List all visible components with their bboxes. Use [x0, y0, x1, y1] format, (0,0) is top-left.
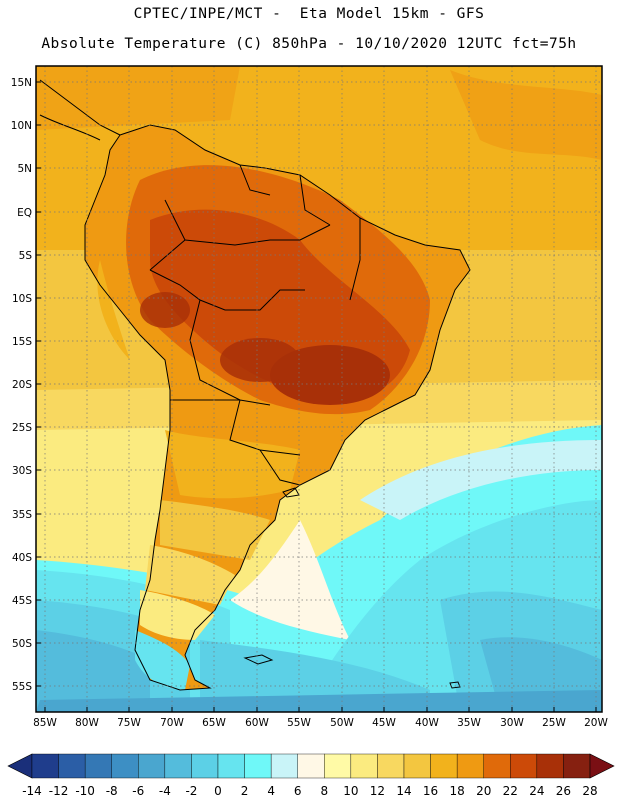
colorbar-cell: [58, 753, 86, 779]
lon-label: 65W: [202, 717, 226, 729]
colorbar-label: -14: [22, 784, 42, 798]
colorbar-label: -12: [49, 784, 69, 798]
lat-label: 5S: [19, 250, 33, 262]
lat-label: 30S: [12, 465, 32, 477]
lat-label: 20S: [12, 379, 32, 391]
lon-label: 55W: [287, 717, 311, 729]
colorbar-label: 28: [582, 784, 597, 798]
lon-label: 85W: [33, 717, 57, 729]
colorbar-cell: [456, 753, 484, 779]
lon-label: 35W: [457, 717, 481, 729]
colorbar-cell: [31, 753, 59, 779]
chart-title-line2: Absolute Temperature (C) 850hPa - 10/10/…: [41, 36, 577, 52]
lon-label: 60W: [245, 717, 269, 729]
colorbar-cell: [483, 753, 511, 779]
colorbar: -14 -12 -10 -8 -6 -4 -2 0 2 4 6 8 10 12 14 16 18 20 22 24 26…: [7, 753, 615, 798]
colorbar-label: 6: [294, 784, 302, 798]
colorbar-label: 2: [241, 784, 249, 798]
lat-label: EQ: [17, 207, 32, 219]
colorbar-label: 14: [396, 784, 411, 798]
colorbar-cell: [217, 753, 245, 779]
lat-label: 50S: [12, 638, 32, 650]
colorbar-label: 8: [320, 784, 328, 798]
lon-label: 30W: [500, 717, 524, 729]
colorbar-label: 10: [343, 784, 358, 798]
colorbar-over-triangle: [589, 753, 615, 779]
colorbar-label: -6: [132, 784, 144, 798]
colorbar-under-triangle: [7, 753, 33, 779]
map-frame: [35, 65, 603, 713]
lat-label: 15N: [11, 77, 32, 89]
colorbar-label: -8: [106, 784, 118, 798]
colorbar-label: 18: [450, 784, 465, 798]
axis-ticks: [36, 81, 597, 712]
colorbar-label: -2: [185, 784, 197, 798]
colorbar-label: 0: [214, 784, 222, 798]
latitude-labels: 15N 10N 5N EQ 5S 10S 15S 20S 25S 30S 35S…: [11, 77, 33, 693]
colorbar-cell: [324, 753, 352, 779]
lat-label: 15S: [12, 336, 32, 348]
lat-label: 55S: [12, 681, 32, 693]
lat-label: 35S: [12, 509, 32, 521]
colorbar-cell: [84, 753, 112, 779]
colorbar-cell: [536, 753, 564, 779]
lat-label: 45S: [12, 595, 32, 607]
colorbar-cell: [191, 753, 219, 779]
lon-label: 80W: [75, 717, 99, 729]
colorbar-cell: [297, 753, 325, 779]
colorbar-label: 12: [370, 784, 385, 798]
colorbar-label: 22: [503, 784, 518, 798]
colorbar-label: 26: [556, 784, 571, 798]
colorbar-label: 4: [267, 784, 275, 798]
lon-label: 70W: [160, 717, 184, 729]
lon-label: 75W: [117, 717, 141, 729]
chart-title-line1: CPTEC/INPE/MCT - Eta Model 15km - GFS: [133, 6, 485, 22]
colorbar-cell: [563, 753, 591, 779]
lon-label: 20W: [584, 717, 608, 729]
colorbar-cell: [111, 753, 139, 779]
colorbar-label: -10: [75, 784, 95, 798]
lat-label: 10N: [11, 120, 32, 132]
longitude-labels: 85W 80W 75W 70W 65W 60W 55W 50W 45W 40W …: [33, 717, 608, 729]
colorbar-cell: [270, 753, 298, 779]
colorbar-cell: [138, 753, 166, 779]
lon-label: 25W: [542, 717, 566, 729]
colorbar-cell: [377, 753, 405, 779]
colorbar-cell: [244, 753, 272, 779]
colorbar-cell: [510, 753, 538, 779]
lat-label: 10S: [12, 293, 32, 305]
lon-label: 50W: [330, 717, 354, 729]
lon-label: 40W: [415, 717, 439, 729]
colorbar-cell: [164, 753, 192, 779]
colorbar-label: 20: [476, 784, 491, 798]
lat-label: 5N: [17, 163, 32, 175]
lat-label: 40S: [12, 552, 32, 564]
lat-label: 25S: [12, 422, 32, 434]
temperature-field: [36, 66, 602, 712]
colorbar-cell: [403, 753, 431, 779]
colorbar-label: -4: [159, 784, 171, 798]
colorbar-label: 16: [423, 784, 438, 798]
colorbar-cell: [430, 753, 458, 779]
colorbar-label: 24: [529, 784, 544, 798]
lon-label: 45W: [372, 717, 396, 729]
colorbar-cell: [350, 753, 378, 779]
